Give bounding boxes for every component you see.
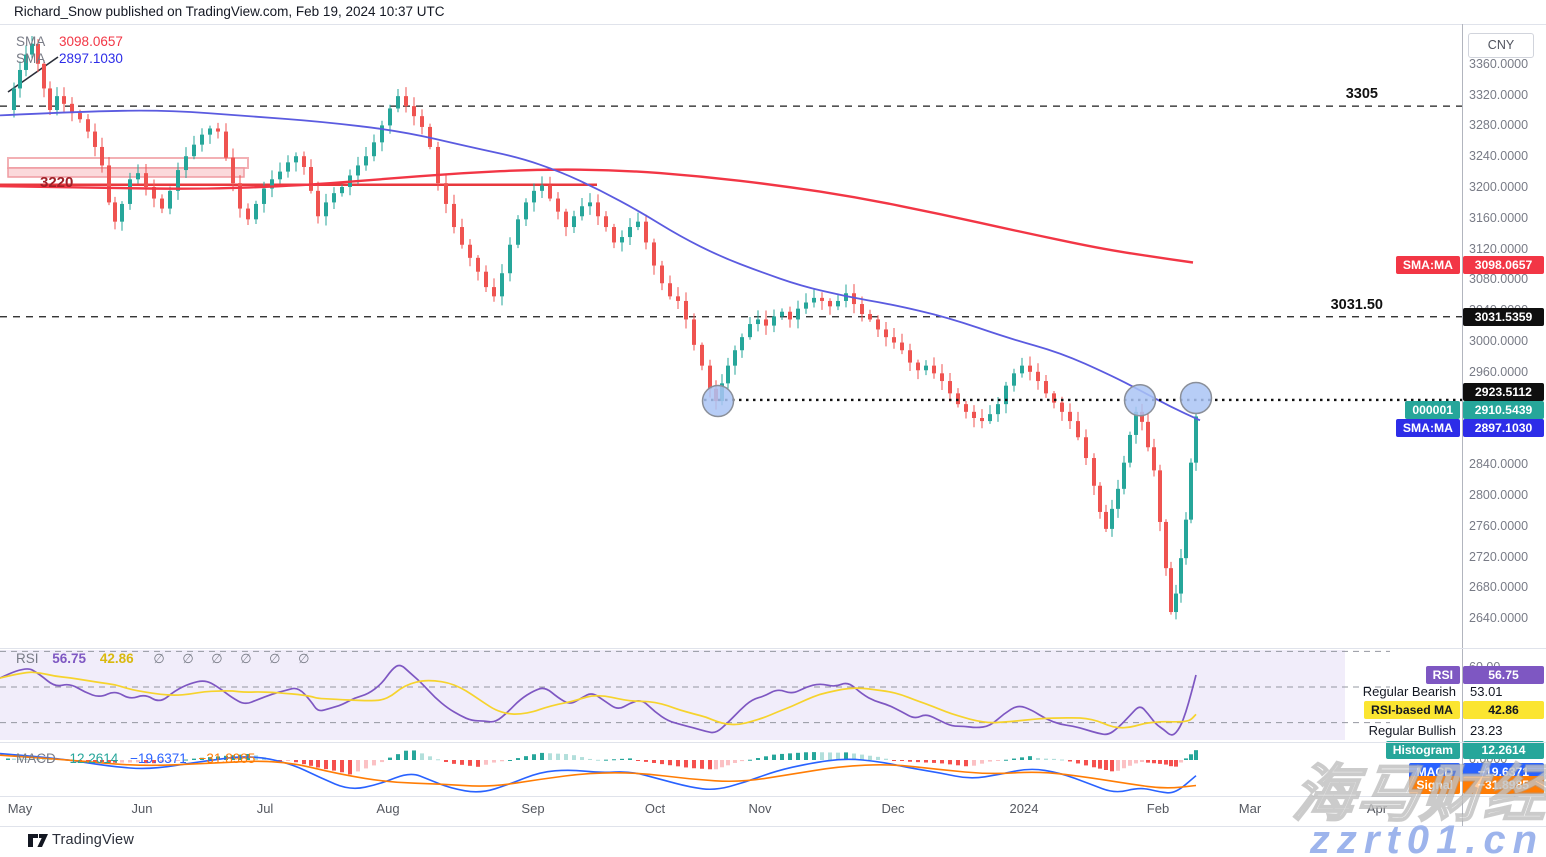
footer-divider [0, 826, 1546, 827]
sma-fast-value: 2897.1030 [59, 51, 123, 66]
macd-line-value: −19.6371 [130, 751, 187, 766]
price-badge: 42.86 [1463, 701, 1544, 719]
price-tick: 3200.0000 [1469, 180, 1529, 194]
sma-legend-row-2[interactable]: SMA 2897.1030 [16, 51, 123, 66]
sma-slow-value: 3098.0657 [59, 34, 123, 49]
supply-zone-box[interactable] [7, 157, 249, 169]
macd-title: MACD [16, 751, 56, 766]
price-tick: 2680.0000 [1469, 580, 1529, 595]
level-annotation[interactable]: 3031.50 [1330, 297, 1383, 313]
time-axis-label: May [7, 801, 33, 816]
rsi-ma-value: 42.86 [99, 651, 134, 666]
time-axis-label: Dec [881, 801, 905, 816]
price-tick: 2800.0000 [1469, 488, 1529, 502]
time-axis-label: Nov [748, 801, 772, 816]
price-tick: 3320.0000 [1469, 87, 1529, 102]
sma-fast-label: SMA [16, 51, 46, 66]
highlight-circle[interactable] [701, 384, 735, 418]
candlestick-series[interactable] [12, 36, 1198, 620]
price-tick: 2720.0000 [1469, 549, 1529, 564]
time-axis-label: Jun [131, 801, 153, 816]
rsi-line [0, 664, 1197, 736]
price-tick: 2760.0000 [1469, 518, 1529, 533]
price-axis-border [1462, 24, 1463, 826]
price-tick: 2640.0000 [1469, 611, 1529, 626]
highlight-circle[interactable] [1179, 381, 1213, 415]
time-axis-label: Oct [644, 801, 666, 816]
price-tick: 3160.0000 [1469, 210, 1529, 225]
time-axis-label: Sep [521, 801, 545, 816]
empty-set-icons: ∅ ∅ ∅ ∅ ∅ ∅ [153, 651, 317, 666]
price-tick: 3240.0000 [1469, 149, 1529, 164]
title-bar: Richard_Snow published on TradingView.co… [0, 0, 1546, 24]
price-tick: 3000.0000 [1469, 334, 1529, 348]
highlight-circle[interactable] [1123, 384, 1157, 417]
time-axis-label: Aug [376, 801, 400, 816]
indicator-label-pill: 000001 [1405, 400, 1460, 419]
price-badge: 3031.5359 [1463, 307, 1544, 326]
macd-signal-line [0, 754, 1197, 789]
time-axis-label: Feb [1146, 801, 1170, 816]
indicator-label-pill: RSI [1425, 666, 1460, 684]
rsi-value: 56.75 [52, 651, 87, 666]
price-badge: 3098.0657 [1463, 256, 1544, 275]
footer-bar [0, 827, 1546, 857]
macd-histogram-value: 12.2614 [69, 751, 119, 766]
price-tick: 3280.0000 [1469, 118, 1529, 133]
price-tick: 3120.0000 [1469, 241, 1529, 256]
price-tick: 3080.0000 [1469, 272, 1529, 287]
indicator-label-pill: SMA:MA [1395, 256, 1460, 275]
sma-slow-line[interactable] [0, 168, 1194, 264]
sma-fast-line[interactable] [0, 109, 1201, 422]
indicator-label-pill: RSI-based MA [1364, 701, 1460, 719]
macd-legend-row[interactable]: MACD 12.2614 −19.6371 −31.8985 [16, 751, 255, 766]
divergence-label: Regular Bullish [1368, 723, 1456, 738]
trendline[interactable] [7, 56, 59, 93]
time-axis-label: 2024 [1009, 801, 1039, 816]
indicator-label-pill: SMA:MA [1395, 419, 1460, 438]
price-tick: 3360.0000 [1469, 56, 1529, 71]
time-axis-divider [0, 796, 1546, 797]
time-axis-label: Mar [1238, 801, 1262, 816]
rsi-legend-row[interactable]: RSI 56.75 42.86 ∅ ∅ ∅ ∅ ∅ ∅ [16, 651, 316, 667]
macd-line [0, 752, 1197, 794]
header-divider [0, 24, 1546, 25]
price-tick: 2840.0000 [1469, 457, 1529, 472]
rsi-pane-divider[interactable] [0, 648, 1546, 649]
rsi-ma-line [0, 671, 1197, 729]
time-axis-label: Jul [256, 801, 274, 816]
publish-caption: Richard_Snow published on TradingView.co… [14, 4, 445, 19]
tradingview-logo-icon[interactable] [28, 834, 48, 848]
supply-zone-box-inner[interactable] [7, 167, 245, 178]
level-annotation[interactable]: 3305 [1345, 86, 1378, 102]
sma-slow-label: SMA [16, 34, 46, 49]
price-badge: 12.2614 [1463, 741, 1544, 759]
macd-signal-value: −31.8985 [198, 751, 256, 766]
indicator-label-pill: Histogram [1385, 741, 1460, 759]
macd-histogram [6, 750, 1198, 775]
rsi-title: RSI [16, 651, 39, 666]
sma-legend-row-1[interactable]: SMA 3098.0657 [16, 34, 123, 49]
watermark-url: zzrt01.cn [1309, 818, 1544, 857]
price-badge: 2923.5112 [1463, 382, 1544, 401]
price-badge: 56.75 [1463, 666, 1544, 684]
currency-toggle-button[interactable]: CNY [1468, 33, 1534, 58]
price-badge: 2897.1030 [1463, 419, 1544, 438]
tradingview-brand-text[interactable]: TradingView [52, 832, 134, 848]
divergence-value: 53.01 [1470, 684, 1503, 699]
macd-pane-divider[interactable] [0, 742, 1546, 743]
candlestick-chart[interactable] [0, 0, 1546, 827]
divergence-value: 23.23 [1470, 723, 1503, 738]
time-axis-label: Apr [1366, 801, 1388, 816]
indicator-label-pill: Signal [1409, 776, 1460, 794]
price-badge: −31.8985 [1463, 776, 1544, 794]
level-annotation[interactable]: 3220 [40, 174, 74, 191]
divergence-label: Regular Bearish [1362, 684, 1456, 699]
price-badge: 2910.5439 [1463, 400, 1544, 419]
price-tick: 2960.0000 [1469, 364, 1529, 379]
